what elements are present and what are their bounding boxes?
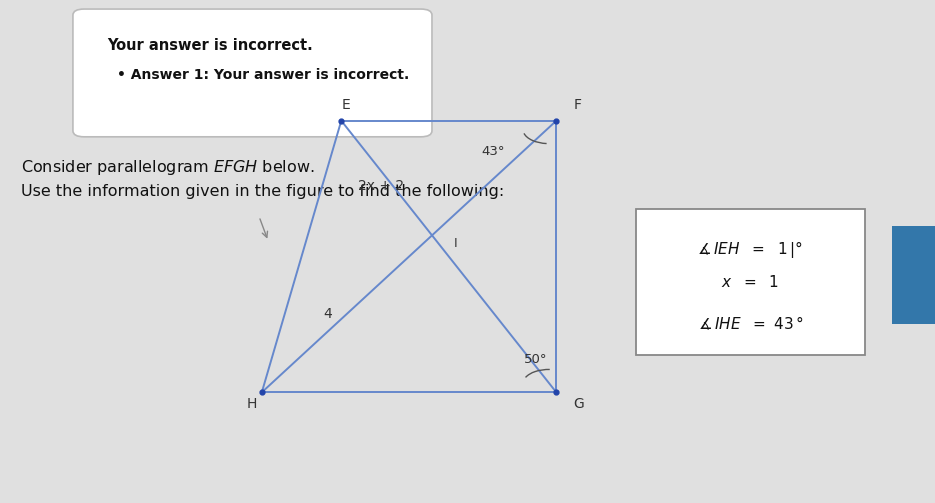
Text: 4: 4 [324,307,332,321]
Text: Your answer is incorrect.: Your answer is incorrect. [108,38,313,53]
Text: 2x + 2: 2x + 2 [357,179,404,193]
Text: $\measuredangle\,IHE\ \ =\ 43\,°$: $\measuredangle\,IHE\ \ =\ 43\,°$ [698,314,803,332]
Text: $x\ \ =\ \ 1$: $x\ \ =\ \ 1$ [721,274,780,290]
Text: Use the information given in the figure to find the following:: Use the information given in the figure … [21,184,504,199]
Text: I: I [453,237,457,250]
Text: G: G [573,397,583,411]
FancyBboxPatch shape [73,9,432,137]
Text: H: H [247,397,257,411]
Text: F: F [573,98,582,112]
Text: 50°: 50° [524,353,547,366]
Text: E: E [341,98,351,112]
Text: $\measuredangle\,IEH\ \ =\ \ 1\,|$°: $\measuredangle\,IEH\ \ =\ \ 1\,|$° [698,239,803,260]
Bar [892,226,935,324]
FancyBboxPatch shape [636,209,865,355]
Text: • Answer 1: Your answer is incorrect.: • Answer 1: Your answer is incorrect. [117,68,410,82]
Text: 43°: 43° [482,145,505,158]
Text: Consider parallelogram $EFGH$ below.: Consider parallelogram $EFGH$ below. [21,158,314,178]
